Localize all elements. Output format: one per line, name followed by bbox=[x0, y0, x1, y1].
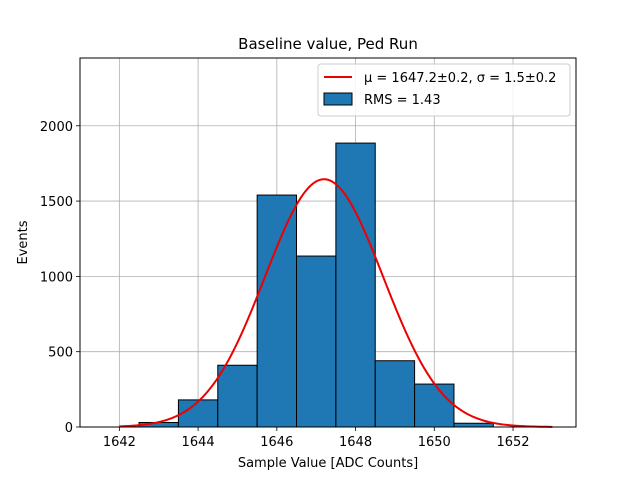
histogram-bar bbox=[335, 142, 376, 428]
x-tick-label: 1648 bbox=[339, 435, 372, 450]
histogram-bar bbox=[177, 399, 219, 428]
axis-ticks: 1642 1644 1646 1648 1650 1652 0 500 1000 1500 2000 bbox=[40, 120, 530, 450]
y-tick-label: 0 bbox=[65, 421, 73, 436]
histogram-bar bbox=[453, 422, 494, 428]
y-tick-label: 1500 bbox=[40, 195, 73, 210]
chart-title: Baseline value, Ped Run bbox=[238, 35, 418, 53]
histogram-bar bbox=[414, 383, 455, 428]
y-axis-label: Events bbox=[16, 220, 31, 264]
legend-box bbox=[317, 63, 571, 117]
x-tick-label: 1642 bbox=[103, 435, 136, 450]
histogram-bar bbox=[217, 364, 258, 428]
histogram-bar bbox=[296, 255, 337, 428]
x-tick-label: 1646 bbox=[260, 435, 293, 450]
x-tick-label: 1652 bbox=[496, 435, 529, 450]
x-axis-label: Sample Value [ADC Counts] bbox=[238, 456, 418, 471]
legend-rms-label: RMS = 1.43 bbox=[364, 93, 441, 108]
histogram-bar bbox=[374, 360, 416, 428]
gaussian-fit-curve bbox=[119, 178, 553, 428]
y-tick-label: 1000 bbox=[40, 270, 73, 285]
y-tick-label: 2000 bbox=[40, 120, 73, 135]
legend-rms-patch-swatch bbox=[323, 92, 353, 106]
x-tick-label: 1650 bbox=[418, 435, 451, 450]
y-tick-label: 500 bbox=[48, 346, 73, 361]
plot-frame bbox=[79, 57, 577, 428]
legend: μ = 1647.2±0.2, σ = 1.5±0.2 RMS = 1.43 bbox=[317, 63, 571, 117]
histogram-bar bbox=[256, 194, 298, 428]
legend-fit-label: μ = 1647.2±0.2, σ = 1.5±0.2 bbox=[364, 71, 556, 86]
x-tick-label: 1644 bbox=[182, 435, 215, 450]
